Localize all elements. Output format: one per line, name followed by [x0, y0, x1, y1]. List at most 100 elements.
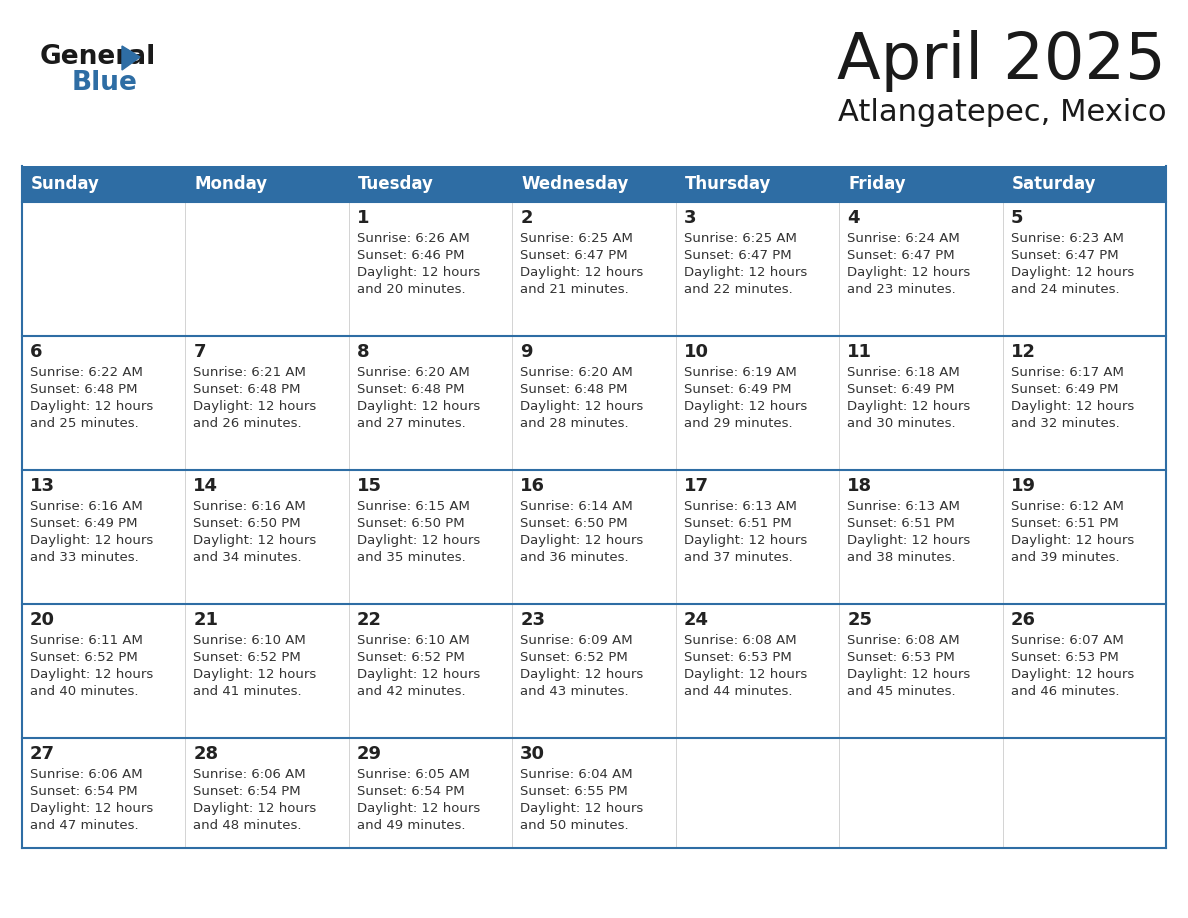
Text: 10: 10: [684, 343, 709, 361]
Text: Sunrise: 6:25 AM: Sunrise: 6:25 AM: [684, 232, 797, 245]
Bar: [349, 202, 512, 336]
Bar: [839, 470, 1003, 604]
Text: Sunrise: 6:23 AM: Sunrise: 6:23 AM: [1011, 232, 1124, 245]
Text: Sunrise: 6:16 AM: Sunrise: 6:16 AM: [30, 500, 143, 513]
Text: Sunset: 6:50 PM: Sunset: 6:50 PM: [194, 517, 301, 530]
Text: Daylight: 12 hours: Daylight: 12 hours: [194, 400, 317, 413]
Text: Sunrise: 6:22 AM: Sunrise: 6:22 AM: [30, 366, 143, 379]
Text: Sunrise: 6:26 AM: Sunrise: 6:26 AM: [356, 232, 469, 245]
Text: Monday: Monday: [195, 175, 267, 193]
Bar: [23, 166, 185, 202]
Text: April 2025: April 2025: [838, 30, 1165, 92]
Text: and 32 minutes.: and 32 minutes.: [1011, 417, 1119, 430]
Bar: [23, 202, 185, 336]
Text: Sunset: 6:52 PM: Sunset: 6:52 PM: [194, 651, 302, 664]
Text: Sunset: 6:48 PM: Sunset: 6:48 PM: [30, 383, 138, 396]
Text: Daylight: 12 hours: Daylight: 12 hours: [1011, 266, 1133, 279]
Text: and 25 minutes.: and 25 minutes.: [30, 417, 139, 430]
Text: 29: 29: [356, 745, 381, 763]
Bar: [185, 738, 349, 848]
Bar: [349, 166, 512, 202]
Text: Sunrise: 6:13 AM: Sunrise: 6:13 AM: [847, 500, 960, 513]
Text: Daylight: 12 hours: Daylight: 12 hours: [356, 400, 480, 413]
Text: Daylight: 12 hours: Daylight: 12 hours: [194, 534, 317, 547]
Text: Sunrise: 6:20 AM: Sunrise: 6:20 AM: [520, 366, 633, 379]
Text: and 47 minutes.: and 47 minutes.: [30, 819, 139, 832]
Text: Sunset: 6:48 PM: Sunset: 6:48 PM: [520, 383, 627, 396]
Bar: [349, 470, 512, 604]
Text: Sunrise: 6:09 AM: Sunrise: 6:09 AM: [520, 634, 633, 647]
Text: and 24 minutes.: and 24 minutes.: [1011, 283, 1119, 296]
Text: Sunset: 6:47 PM: Sunset: 6:47 PM: [1011, 249, 1118, 262]
Text: Daylight: 12 hours: Daylight: 12 hours: [356, 802, 480, 815]
Bar: [676, 336, 839, 470]
Text: and 37 minutes.: and 37 minutes.: [684, 551, 792, 564]
Text: Daylight: 12 hours: Daylight: 12 hours: [356, 266, 480, 279]
Text: Friday: Friday: [848, 175, 905, 193]
Text: Daylight: 12 hours: Daylight: 12 hours: [847, 266, 971, 279]
Text: 26: 26: [1011, 611, 1036, 629]
Text: Daylight: 12 hours: Daylight: 12 hours: [847, 534, 971, 547]
Text: Daylight: 12 hours: Daylight: 12 hours: [30, 668, 153, 681]
Text: Sunrise: 6:17 AM: Sunrise: 6:17 AM: [1011, 366, 1124, 379]
Text: and 44 minutes.: and 44 minutes.: [684, 685, 792, 698]
Text: Sunrise: 6:06 AM: Sunrise: 6:06 AM: [30, 768, 143, 781]
Text: Daylight: 12 hours: Daylight: 12 hours: [30, 802, 153, 815]
Text: Sunrise: 6:19 AM: Sunrise: 6:19 AM: [684, 366, 796, 379]
Bar: [185, 604, 349, 738]
Text: Sunrise: 6:16 AM: Sunrise: 6:16 AM: [194, 500, 307, 513]
Text: Daylight: 12 hours: Daylight: 12 hours: [1011, 668, 1133, 681]
Text: Atlangatepec, Mexico: Atlangatepec, Mexico: [838, 98, 1165, 127]
Bar: [349, 336, 512, 470]
Text: 19: 19: [1011, 477, 1036, 495]
Text: Daylight: 12 hours: Daylight: 12 hours: [520, 534, 644, 547]
Bar: [23, 336, 185, 470]
Text: and 45 minutes.: and 45 minutes.: [847, 685, 956, 698]
Text: Sunrise: 6:14 AM: Sunrise: 6:14 AM: [520, 500, 633, 513]
Text: 27: 27: [30, 745, 55, 763]
Text: Sunrise: 6:18 AM: Sunrise: 6:18 AM: [847, 366, 960, 379]
Text: Sunrise: 6:20 AM: Sunrise: 6:20 AM: [356, 366, 469, 379]
Bar: [23, 738, 185, 848]
Text: 3: 3: [684, 209, 696, 227]
Text: 15: 15: [356, 477, 381, 495]
Text: Sunset: 6:51 PM: Sunset: 6:51 PM: [847, 517, 955, 530]
Text: and 42 minutes.: and 42 minutes.: [356, 685, 466, 698]
Text: and 22 minutes.: and 22 minutes.: [684, 283, 792, 296]
Bar: [185, 470, 349, 604]
Text: 24: 24: [684, 611, 709, 629]
Text: Sunset: 6:53 PM: Sunset: 6:53 PM: [1011, 651, 1118, 664]
Bar: [676, 166, 839, 202]
Bar: [512, 470, 676, 604]
Bar: [1003, 202, 1165, 336]
Text: Daylight: 12 hours: Daylight: 12 hours: [520, 802, 644, 815]
Bar: [512, 202, 676, 336]
Text: and 33 minutes.: and 33 minutes.: [30, 551, 139, 564]
Text: Wednesday: Wednesday: [522, 175, 628, 193]
Text: 16: 16: [520, 477, 545, 495]
Bar: [512, 604, 676, 738]
Text: 18: 18: [847, 477, 872, 495]
Text: Sunset: 6:47 PM: Sunset: 6:47 PM: [847, 249, 955, 262]
Text: 22: 22: [356, 611, 381, 629]
Text: 2: 2: [520, 209, 532, 227]
Text: Sunrise: 6:08 AM: Sunrise: 6:08 AM: [684, 634, 796, 647]
Text: Sunset: 6:47 PM: Sunset: 6:47 PM: [520, 249, 628, 262]
Text: and 35 minutes.: and 35 minutes.: [356, 551, 466, 564]
Text: Sunset: 6:53 PM: Sunset: 6:53 PM: [684, 651, 791, 664]
Text: Daylight: 12 hours: Daylight: 12 hours: [684, 668, 807, 681]
Text: 1: 1: [356, 209, 369, 227]
Text: 30: 30: [520, 745, 545, 763]
Text: Sunset: 6:50 PM: Sunset: 6:50 PM: [520, 517, 628, 530]
Text: and 23 minutes.: and 23 minutes.: [847, 283, 956, 296]
Text: Sunset: 6:51 PM: Sunset: 6:51 PM: [684, 517, 791, 530]
Text: Sunday: Sunday: [31, 175, 100, 193]
Text: Daylight: 12 hours: Daylight: 12 hours: [684, 266, 807, 279]
Text: and 46 minutes.: and 46 minutes.: [1011, 685, 1119, 698]
Text: 25: 25: [847, 611, 872, 629]
Bar: [676, 738, 839, 848]
Text: Sunrise: 6:15 AM: Sunrise: 6:15 AM: [356, 500, 469, 513]
Text: and 27 minutes.: and 27 minutes.: [356, 417, 466, 430]
Text: and 43 minutes.: and 43 minutes.: [520, 685, 628, 698]
Bar: [839, 738, 1003, 848]
